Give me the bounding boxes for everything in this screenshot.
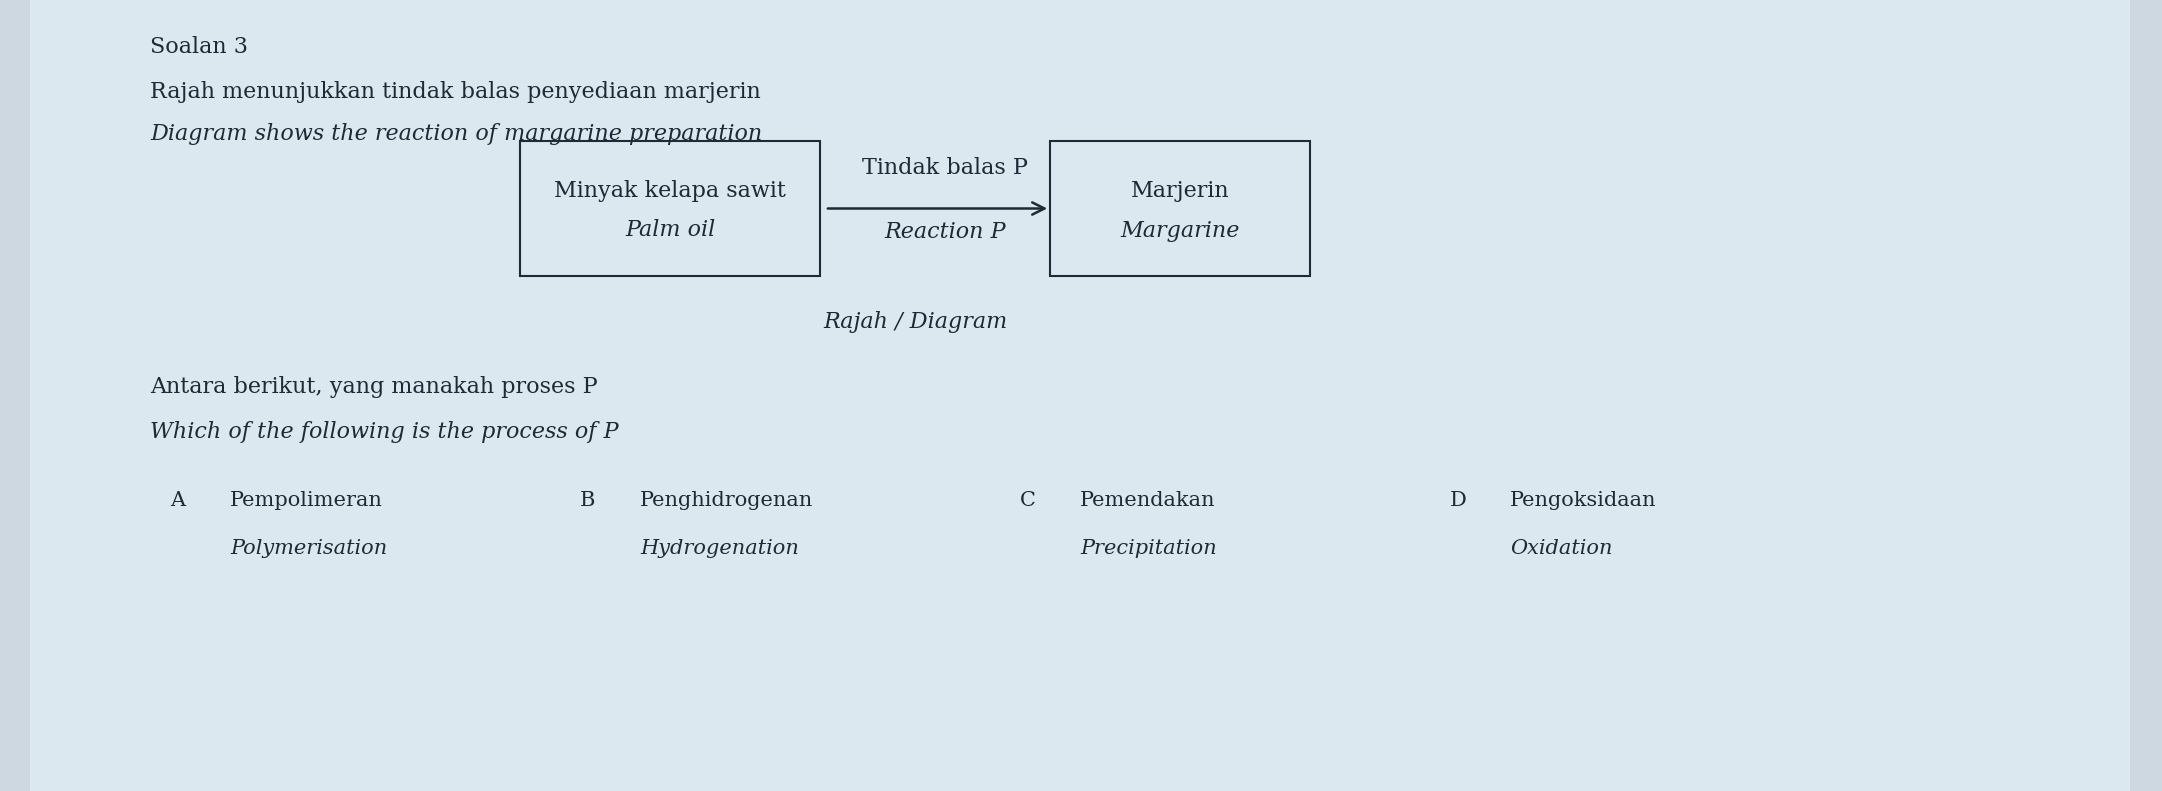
Text: Pengoksidaan: Pengoksidaan	[1509, 491, 1656, 510]
Text: Rajah / Diagram: Rajah / Diagram	[824, 311, 1007, 333]
FancyBboxPatch shape	[30, 0, 2130, 791]
Text: Which of the following is the process of P: Which of the following is the process of…	[149, 421, 618, 443]
Text: Pemendakan: Pemendakan	[1081, 491, 1215, 510]
Text: Penghidrogenan: Penghidrogenan	[640, 491, 813, 510]
Text: C: C	[1020, 491, 1036, 510]
Text: Hydrogenation: Hydrogenation	[640, 539, 800, 558]
Bar	[521, 141, 819, 276]
Text: Rajah menunjukkan tindak balas penyediaan marjerin: Rajah menunjukkan tindak balas penyediaa…	[149, 81, 761, 103]
Text: Minyak kelapa sawit: Minyak kelapa sawit	[553, 180, 787, 202]
Text: A: A	[171, 491, 186, 510]
Text: Polymerisation: Polymerisation	[229, 539, 387, 558]
Text: B: B	[579, 491, 595, 510]
Text: Antara berikut, yang manakah proses P: Antara berikut, yang manakah proses P	[149, 376, 597, 398]
Bar	[1051, 141, 1310, 276]
Text: Margarine: Margarine	[1120, 219, 1239, 241]
Text: Precipitation: Precipitation	[1081, 539, 1217, 558]
Text: Pempolimeran: Pempolimeran	[229, 491, 383, 510]
Text: Tindak balas P: Tindak balas P	[863, 157, 1027, 179]
Text: Reaction P: Reaction P	[884, 221, 1005, 243]
Text: D: D	[1451, 491, 1466, 510]
Text: Diagram shows the reaction of margarine preparation: Diagram shows the reaction of margarine …	[149, 123, 763, 145]
Text: Oxidation: Oxidation	[1509, 539, 1613, 558]
Text: Marjerin: Marjerin	[1131, 180, 1230, 202]
Text: Soalan 3: Soalan 3	[149, 36, 249, 58]
Text: Palm oil: Palm oil	[625, 219, 716, 241]
